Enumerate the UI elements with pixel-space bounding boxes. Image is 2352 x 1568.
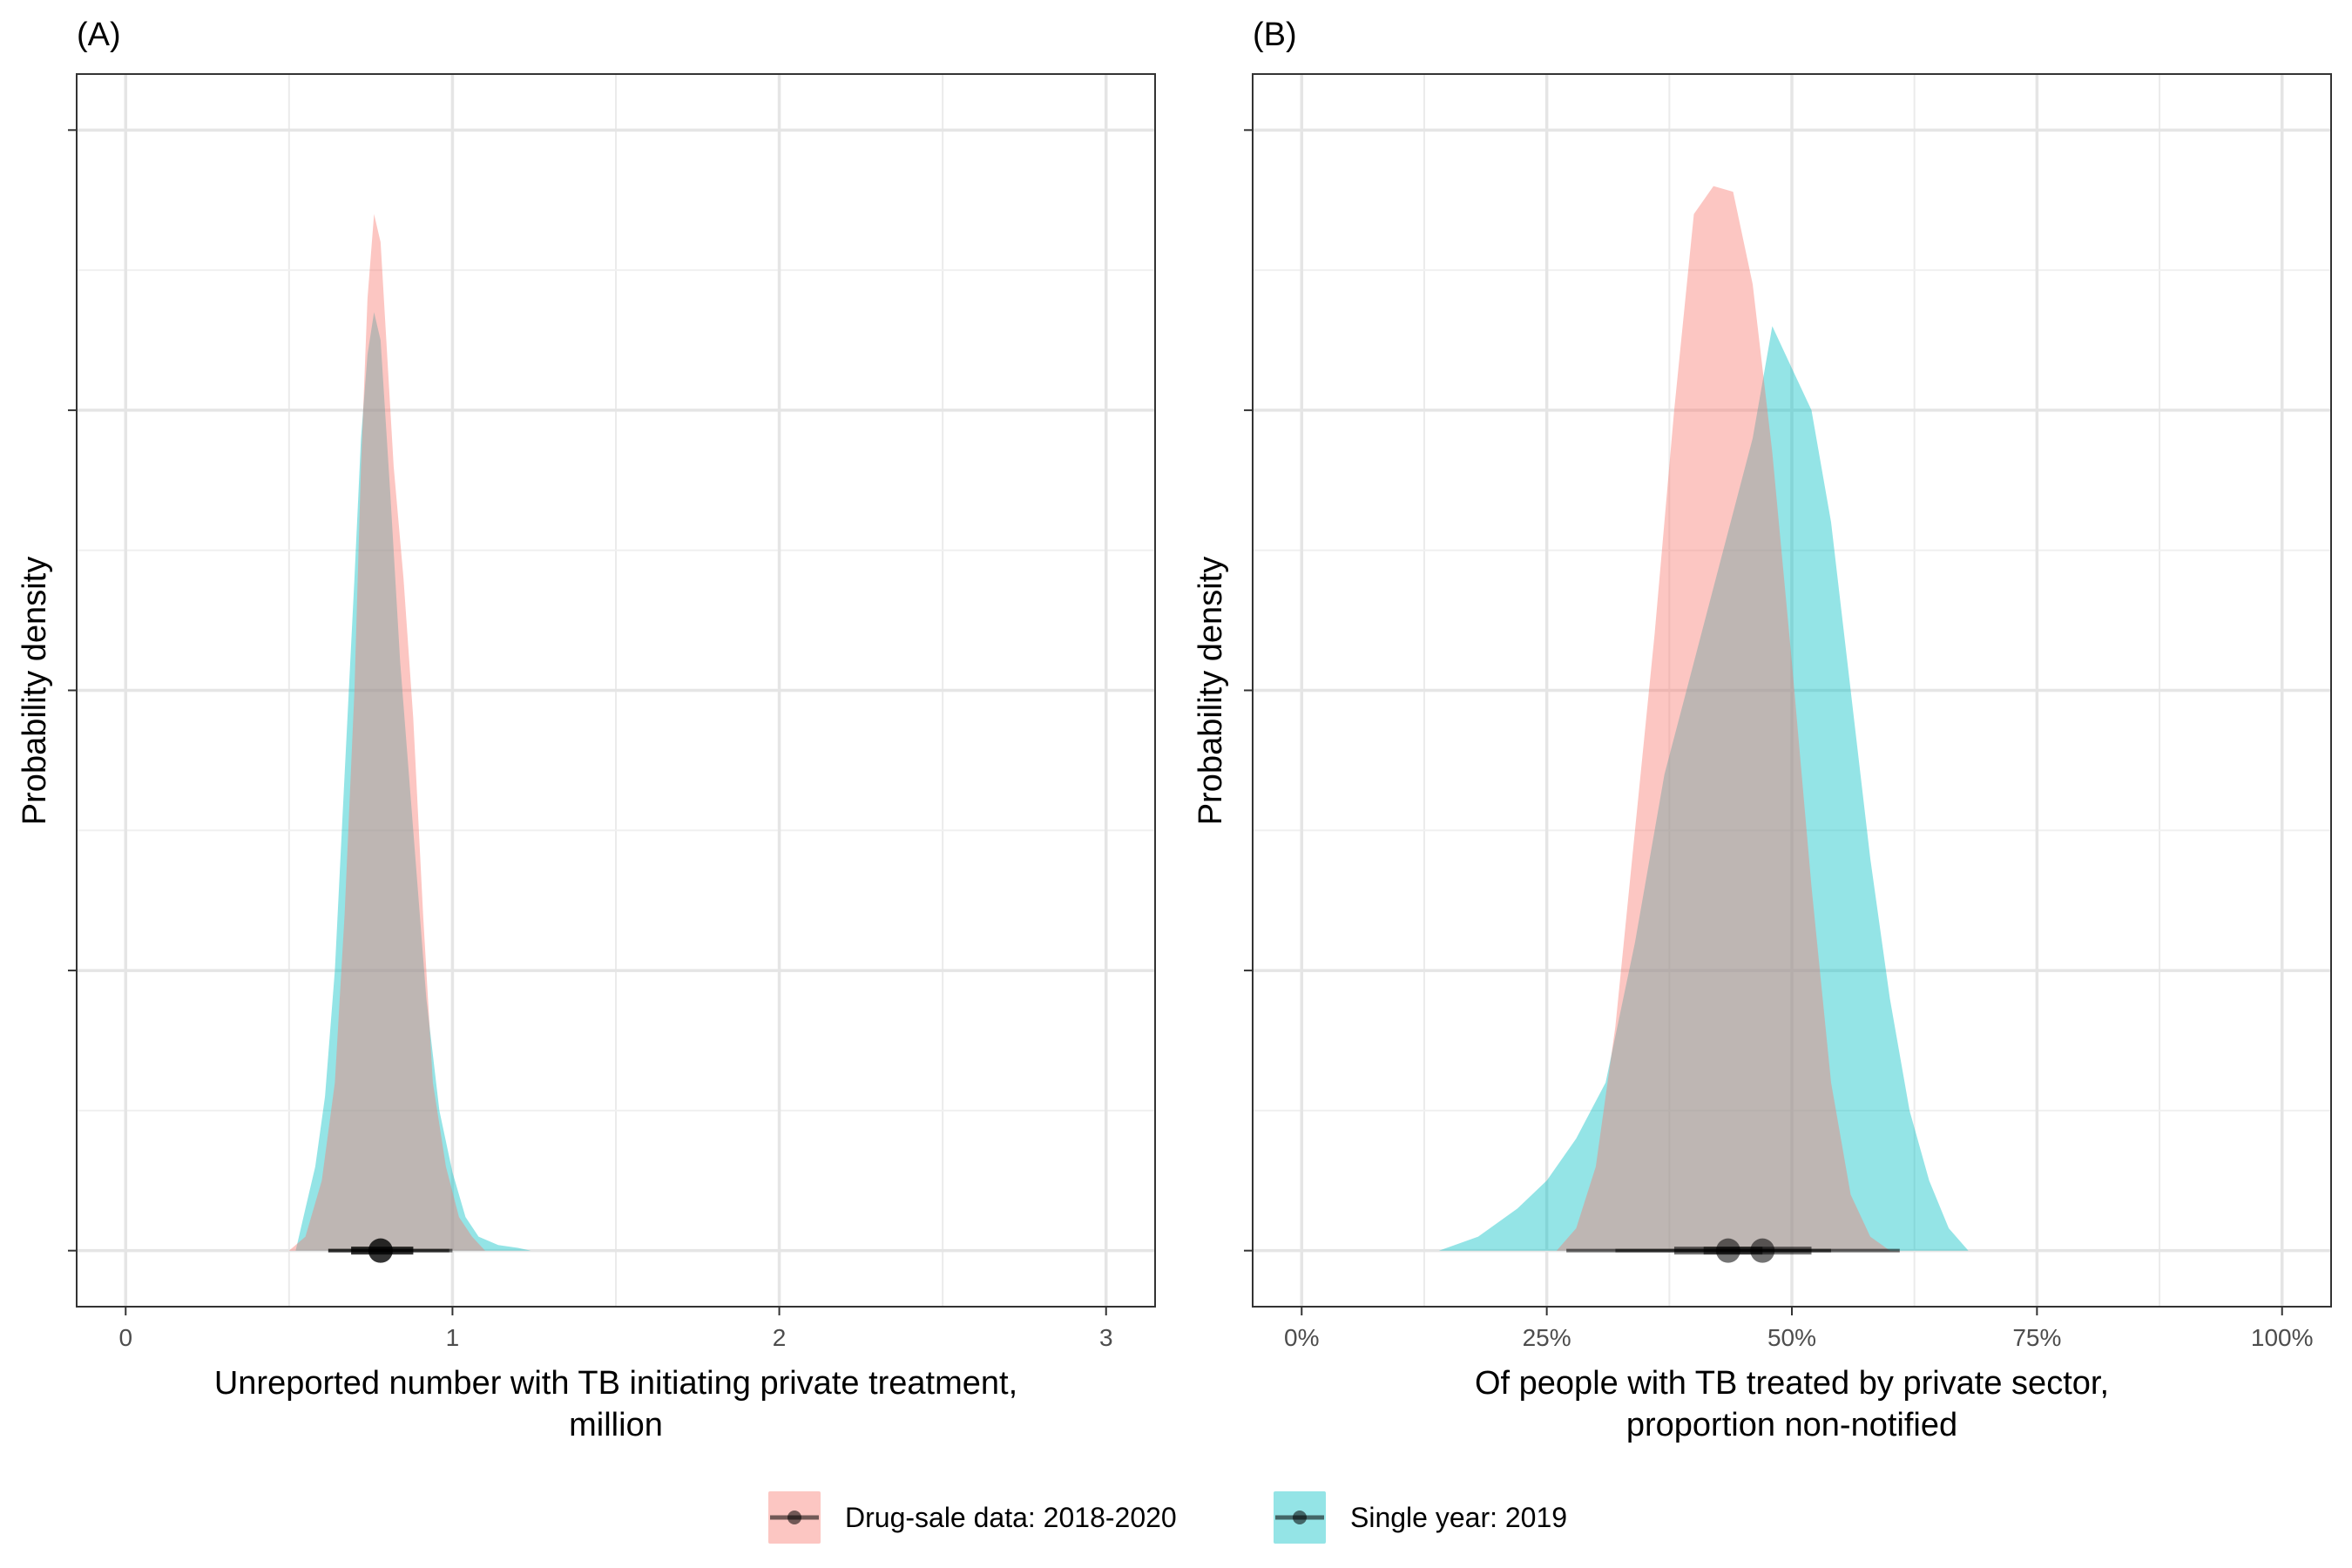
panel-b-label: (B) [1253,17,1297,53]
panel-a-median-single-year [368,1238,393,1263]
panel-b-median-single-year [1750,1238,1775,1263]
panel-a-y-ticks [68,129,77,1252]
legend: Drug-sale data: 2018-2020 Single year: 2… [768,1491,1567,1544]
panel-b-x-axis-title-line1: Of people with TB treated by private sec… [1475,1365,2109,1402]
panel-a-grid [77,74,1155,1307]
panel-b-x-ticks: 0% 25% 50% 75% 100% [1284,1307,2314,1351]
panel-a-intervals [328,1238,453,1263]
panel-a-x-tick-label: 0 [118,1324,132,1351]
panel-b-y-axis-title: Probability density [1193,557,1229,825]
legend-item-drug-sale: Drug-sale data: 2018-2020 [768,1491,1177,1544]
panel-b-density-drug-sale [1556,186,1890,1251]
panel-a-density-drug-sale [288,213,485,1251]
panel-b-y-ticks [1244,129,1253,1252]
panel-a-label: (A) [77,17,121,53]
panel-a-x-tick-label: 3 [1099,1324,1113,1351]
panel-a-x-ticks: 0 1 2 3 [118,1307,1113,1351]
panel-b-density-single-year [1438,326,1969,1251]
panel-b-x-tick-label: 100% [2251,1324,2314,1351]
panel-b-x-axis-title-line2: proportion non-notified [1626,1407,1957,1443]
panel-a-x-axis-title-line2: million [569,1407,663,1443]
panel-a-x-tick-label: 2 [773,1324,787,1351]
panel-a-x-axis-title-line1: Unreported number with TB initiating pri… [214,1365,1017,1402]
legend-key-drug-sale-point [787,1511,801,1524]
panel-b-series [1438,186,1969,1251]
legend-label-single-year: Single year: 2019 [1350,1502,1567,1533]
panel-b-x-tick-label: 0% [1284,1324,1319,1351]
panel-b-x-tick-label: 50% [1767,1324,1816,1351]
legend-item-single-year: Single year: 2019 [1274,1491,1567,1544]
legend-key-single-year-point [1293,1511,1307,1524]
panel-a-y-axis-title: Probability density [17,557,53,825]
panel-a-density-single-year [295,312,531,1251]
panel-a-x-tick-label: 1 [446,1324,460,1351]
panel-b-x-tick-label: 25% [1523,1324,1571,1351]
panel-a: (A) 0 1 2 3 Unreported number with TB initi… [17,17,1156,1443]
panel-b: (B) 0% 25% 50% 75% 100% Of people with TB tr… [1193,17,2332,1443]
legend-label-drug-sale: Drug-sale data: 2018-2020 [845,1502,1177,1533]
panel-b-intervals [1566,1238,1900,1263]
panel-b-grid [1253,74,2331,1307]
panel-b-x-tick-label: 75% [2012,1324,2061,1351]
panel-a-series [288,213,531,1251]
